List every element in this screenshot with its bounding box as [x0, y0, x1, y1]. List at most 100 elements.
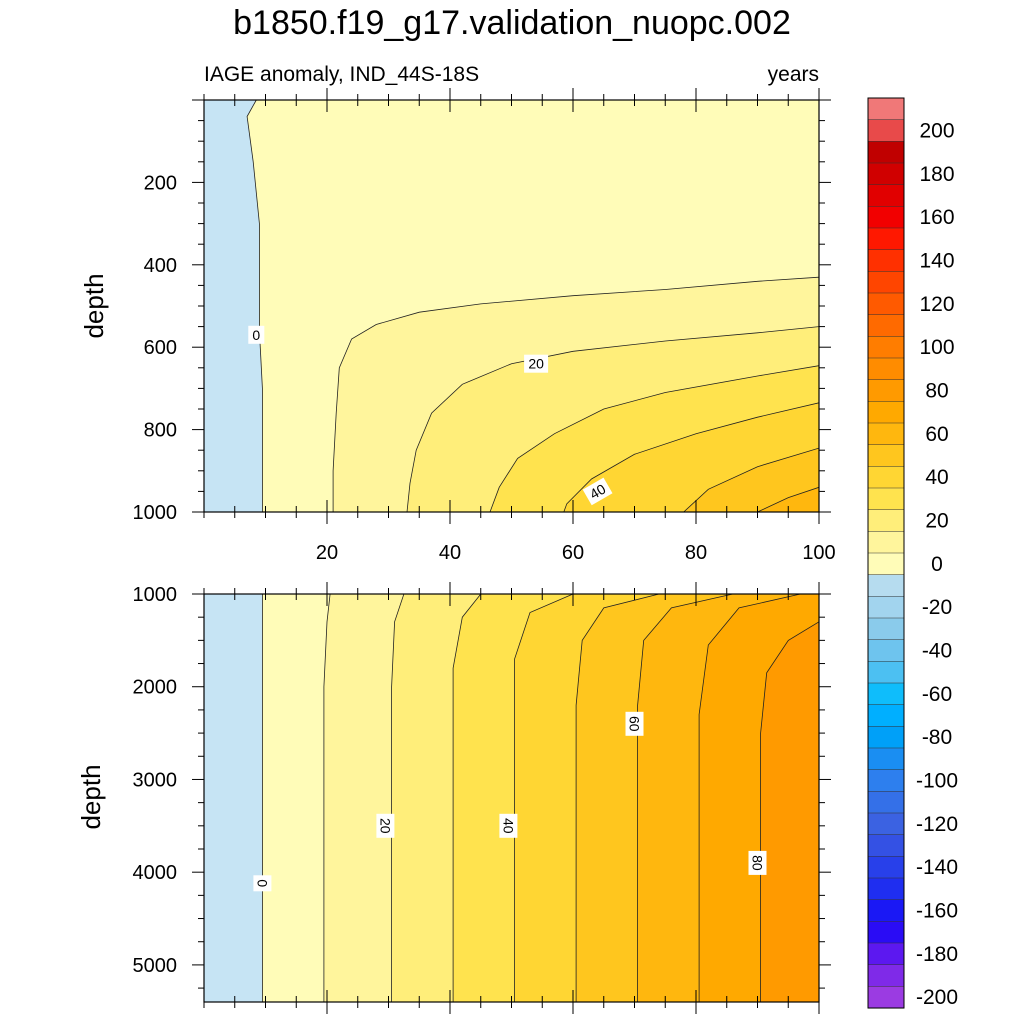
contour-label: 0	[248, 325, 265, 344]
y-tick-label: 5000	[133, 955, 178, 977]
contour-line-40	[563, 402, 819, 512]
colorbar-swatch	[867, 596, 905, 619]
contour-line-20	[391, 594, 405, 1002]
colorbar-swatch	[867, 834, 905, 857]
colorbar-swatch	[867, 184, 905, 207]
x-tick-label: 60	[562, 542, 584, 564]
colorbar-label: 80	[925, 380, 948, 403]
colorbar-swatch	[867, 986, 905, 1009]
colorbar-swatch	[867, 639, 905, 662]
colorbar-swatch	[867, 552, 905, 576]
contour-line-70	[698, 594, 801, 1002]
contour-label-text: 60	[627, 716, 643, 732]
x-tick-label: 100	[802, 542, 835, 564]
contour-label-text: 20	[528, 356, 544, 372]
contour-label: 60	[625, 711, 644, 736]
colorbar-label: -40	[922, 640, 952, 663]
contour-line-60	[757, 486, 819, 512]
contour-line-20	[406, 326, 819, 512]
colorbar-label: 200	[919, 120, 954, 143]
colorbar-swatch	[867, 921, 905, 944]
y-tick-label: 3000	[133, 769, 178, 791]
contour-line-10	[323, 594, 331, 1002]
lower-contour-panel: 0 20 40 60 80 1000 2000 3000 4000 5000	[133, 582, 831, 1014]
colorbar-swatch	[867, 466, 905, 489]
colorbar-label: 160	[919, 206, 954, 229]
colorbar-swatch	[867, 271, 905, 294]
colorbar-swatch	[867, 877, 905, 901]
colorbar-swatch	[867, 769, 905, 792]
contour-line-10	[332, 276, 819, 512]
contour-label-text: 0	[254, 879, 270, 887]
contour-line-30	[489, 365, 819, 512]
colorbar-swatch	[867, 747, 905, 771]
colorbar-swatch	[867, 704, 905, 727]
y-tick-label: 600	[144, 337, 177, 359]
colorbar-label: 40	[925, 466, 948, 489]
contour-label: 20	[524, 354, 549, 373]
colorbar-label: 140	[919, 250, 954, 273]
colorbar-swatch	[867, 119, 905, 142]
upper-right-label: years	[768, 63, 819, 86]
colorbar-swatch	[867, 661, 905, 684]
contour-label: 40	[582, 477, 613, 506]
contour-label-text: 40	[500, 818, 516, 834]
colorbar-swatch	[867, 617, 905, 641]
y-tick-label: 1000	[133, 584, 178, 606]
colorbar-label: 60	[925, 423, 948, 446]
colorbar-swatch	[867, 379, 905, 402]
colorbar-swatch	[867, 812, 905, 836]
x-tick-label: 20	[316, 542, 338, 564]
colorbar-swatch	[867, 942, 905, 966]
x-tick-label: 40	[439, 542, 461, 564]
colorbar-swatch	[867, 292, 905, 316]
y-tick-label: 200	[144, 172, 177, 194]
colorbar-swatch	[867, 314, 905, 337]
contour-label-text: 80	[750, 855, 766, 871]
contour-line-30	[452, 594, 482, 1002]
colorbar-swatch	[867, 357, 905, 381]
colorbar-swatch	[867, 97, 905, 121]
colorbar-label: -180	[916, 943, 958, 966]
contour-line-60	[637, 594, 733, 1002]
colorbar-swatch	[867, 487, 905, 511]
y-tick-label: 1000	[133, 502, 178, 524]
colorbar-label: 120	[919, 293, 954, 316]
contour-line-50	[575, 594, 660, 1002]
plot-title: b1850.f19_g17.validation_nuopc.002	[233, 4, 791, 42]
colorbar-swatch	[867, 509, 905, 532]
contour-fill-50	[683, 448, 819, 512]
contour-fill-80	[760, 621, 819, 1002]
colorbar-swatch	[867, 964, 905, 987]
colorbar-swatch	[867, 249, 905, 272]
contour-fill-60	[757, 487, 819, 512]
colorbar-swatch	[867, 899, 905, 922]
colorbar-swatch	[867, 422, 905, 446]
y-tick-label: 2000	[133, 677, 178, 699]
colorbar-swatch	[867, 856, 905, 879]
contour-line-0	[246, 100, 263, 512]
upper-contour-panel: 0 20 40 20 40 60 80 100 200 400 600 800 1000	[133, 88, 836, 564]
y-tick-label: 800	[144, 420, 177, 442]
contour-line-80	[760, 621, 819, 1002]
colorbar-swatch	[867, 726, 905, 749]
colorbar-swatch	[867, 401, 905, 424]
colorbar: 200180160140120100806040200-20-40-60-80-…	[867, 97, 958, 1009]
y-tick-label: 400	[144, 255, 177, 277]
colorbar-swatch	[867, 336, 905, 359]
contour-label: 80	[748, 850, 767, 875]
x-tick-label: 80	[685, 542, 707, 564]
colorbar-swatch	[867, 162, 905, 186]
upper-y-axis-label: depth	[79, 273, 109, 338]
colorbar-label: -120	[916, 813, 958, 836]
contour-label: 40	[499, 813, 518, 838]
colorbar-label: -160	[916, 900, 958, 923]
colorbar-swatch	[867, 791, 905, 814]
colorbar-label: -100	[916, 770, 958, 793]
colorbar-frame	[867, 97, 905, 1009]
colorbar-swatch	[867, 141, 905, 164]
colorbar-label: -60	[922, 683, 952, 706]
contour-label-text: 0	[252, 327, 260, 343]
colorbar-swatch	[867, 444, 905, 467]
